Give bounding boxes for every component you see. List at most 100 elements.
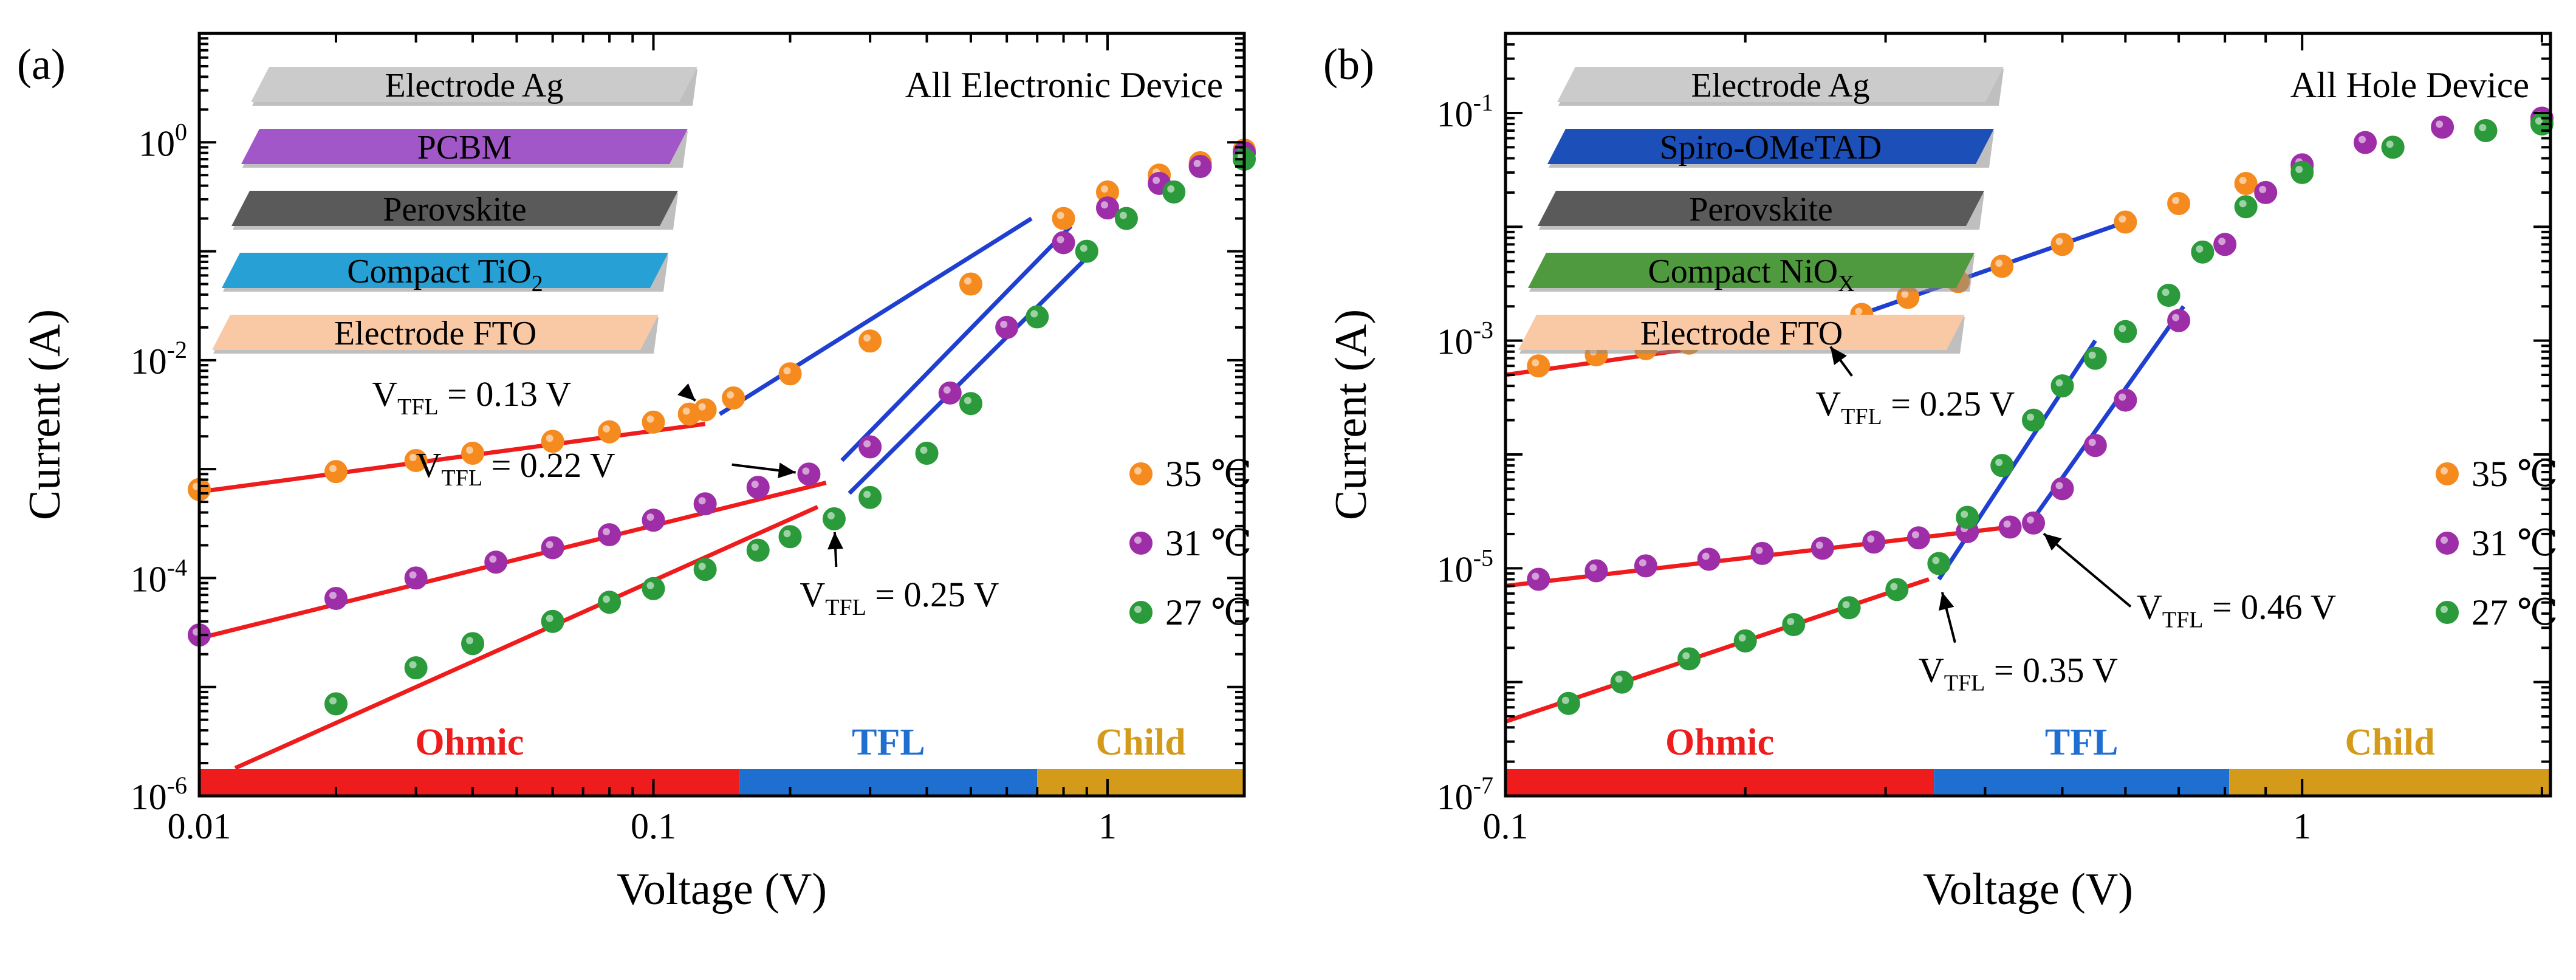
data-point — [642, 577, 665, 600]
data-point — [598, 591, 622, 614]
x-tick-label: 0.1 — [631, 806, 676, 846]
layer-subscript: 2 — [532, 271, 543, 296]
data-point-highlight — [863, 490, 871, 498]
data-point-highlight — [1100, 185, 1108, 193]
data-point-highlight — [2172, 197, 2180, 205]
vtfl-value: = 0.13 V — [439, 374, 572, 414]
legend-marker-highlight — [2441, 606, 2448, 613]
legend-entry: 27 ℃ — [2436, 592, 2558, 632]
region-bar-tfl — [739, 769, 1038, 796]
layer-slab — [1557, 67, 2004, 102]
vtfl-annotation: VTFL = 0.13 V — [372, 374, 696, 420]
y-tick-label: 10-3 — [1437, 317, 1493, 362]
data-point-highlight — [2088, 439, 2096, 447]
legend-marker — [1129, 601, 1153, 624]
layer-label: Compact TiO2 — [347, 253, 543, 296]
legend-entry: 31 ℃ — [2436, 523, 2558, 563]
y-tick-exponent: -5 — [1473, 544, 1493, 571]
data-point — [1052, 231, 1075, 255]
data-point — [1906, 526, 1930, 550]
data-point-highlight — [2119, 393, 2126, 401]
data-point — [2022, 511, 2046, 535]
data-point — [1557, 691, 1580, 715]
region-label-child: Child — [1095, 722, 1185, 763]
data-point-highlight — [329, 465, 337, 473]
vtfl-annotation: VTFL = 0.25 V — [800, 532, 999, 620]
layer-0: Electrode Ag — [251, 67, 697, 106]
y-tick-label: 10-2 — [131, 336, 187, 382]
vtfl-arrow-head — [677, 383, 696, 401]
legend-label: 31 ℃ — [2472, 523, 2558, 563]
data-point — [746, 476, 770, 499]
series-31 — [188, 141, 1256, 647]
data-point — [1990, 454, 2014, 478]
data-point — [915, 441, 939, 465]
data-point-highlight — [2027, 516, 2035, 524]
device-title: All Hole Device — [2290, 65, 2529, 105]
data-point — [778, 525, 802, 549]
region-bar-tfl — [1934, 769, 2230, 796]
vtfl-prefix: V — [372, 374, 397, 414]
data-point — [1162, 180, 1186, 204]
data-point-highlight — [2535, 117, 2543, 125]
layer-label: Electrode FTO — [1640, 315, 1843, 352]
data-point — [1026, 305, 1049, 329]
data-point-highlight — [409, 571, 417, 579]
legend-marker-highlight — [1134, 606, 1142, 613]
data-point — [404, 566, 428, 590]
region-label-ohmic: Ohmic — [1665, 722, 1774, 763]
data-point — [1927, 552, 1951, 575]
data-point — [1837, 596, 1861, 620]
data-point-highlight — [2119, 324, 2126, 332]
data-point-highlight — [546, 434, 553, 442]
data-point-highlight — [2295, 165, 2303, 173]
data-point-highlight — [1995, 459, 2003, 467]
layer-label: Electrode Ag — [1691, 67, 1870, 105]
data-point — [2290, 160, 2314, 184]
data-point-highlight — [783, 530, 791, 538]
data-point — [2167, 192, 2191, 216]
data-point — [461, 441, 485, 465]
layer-slab — [251, 67, 697, 102]
data-point-highlight — [2239, 200, 2247, 208]
data-point-highlight — [920, 446, 928, 454]
data-point-highlight — [964, 277, 971, 285]
data-point-highlight — [2239, 177, 2247, 185]
layer-subscript: X — [1838, 271, 1854, 296]
data-point — [1990, 255, 2014, 278]
data-point — [2381, 135, 2405, 159]
vtfl-label: VTFL = 0.46 V — [2137, 587, 2336, 632]
fit-line — [840, 224, 1072, 462]
legend-label: 35 ℃ — [2472, 454, 2558, 494]
data-point-highlight — [1755, 546, 1763, 554]
data-point-highlight — [329, 591, 337, 599]
legend-marker — [2436, 601, 2459, 624]
data-point-highlight — [1030, 310, 1038, 318]
data-point-highlight — [1119, 211, 1127, 219]
data-point-highlight — [1532, 572, 1540, 580]
vtfl-annotation: VTFL = 0.22 V — [416, 445, 796, 491]
x-tick-label: 1 — [2293, 806, 2311, 846]
vtfl-prefix: V — [2137, 587, 2162, 626]
y-tick-exponent: -4 — [167, 553, 187, 581]
layer-slab — [1528, 253, 1975, 288]
layer-0: Electrode Ag — [1557, 67, 2004, 106]
fit-line — [199, 422, 706, 494]
x-tick-label: 0.01 — [168, 806, 231, 846]
vtfl-subscript: TFL — [442, 465, 483, 491]
region-bar-child — [2229, 769, 2550, 796]
data-point-highlight — [1080, 244, 1088, 252]
legend-marker-highlight — [2441, 467, 2448, 475]
vtfl-subscript: TFL — [1944, 671, 1985, 696]
layer-1: PCBM — [241, 129, 688, 168]
vtfl-label: VTFL = 0.25 V — [1815, 384, 2015, 430]
data-point-highlight — [1193, 160, 1201, 168]
data-point-highlight — [603, 425, 611, 433]
region-label-tfl: TFL — [852, 722, 925, 763]
data-point — [858, 435, 882, 459]
data-point — [746, 538, 770, 562]
vtfl-label: VTFL = 0.35 V — [1919, 651, 2118, 696]
data-point-highlight — [1057, 236, 1064, 244]
data-point-highlight — [1682, 652, 1690, 660]
